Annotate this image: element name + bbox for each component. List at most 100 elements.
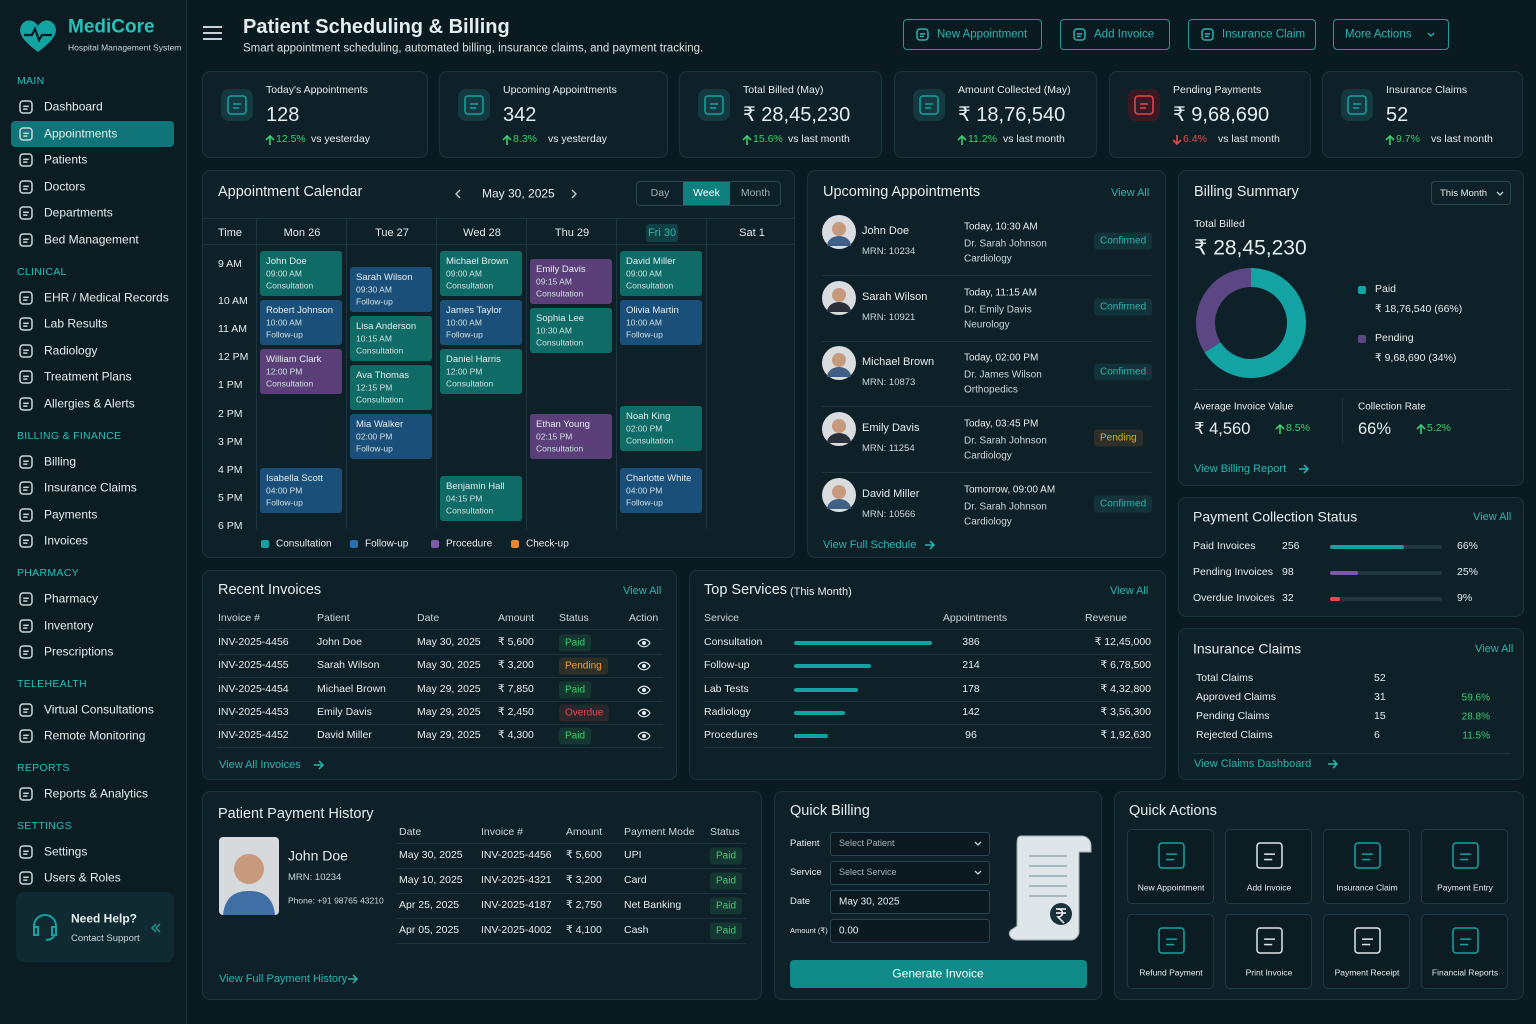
- quick-action-label: Print Invoice: [1245, 967, 1293, 978]
- form-field[interactable]: 0.00: [830, 919, 990, 943]
- period-select[interactable]: This Month: [1431, 181, 1511, 205]
- calendar-event[interactable]: Mia Walker 02:00 PM Follow-up: [350, 413, 432, 459]
- quick-action-tile[interactable]: Refund Payment: [1127, 914, 1214, 989]
- icon-shape: [19, 180, 33, 194]
- nav-item[interactable]: Prescriptions: [44, 644, 114, 659]
- header-button[interactable]: Add Invoice: [1060, 19, 1170, 50]
- nav-item[interactable]: Allergies & Alerts: [44, 396, 135, 411]
- nav-item[interactable]: Departments: [44, 205, 113, 220]
- icon: [19, 618, 33, 633]
- calendar-event[interactable]: William Clark 12:00 PM Consultation: [260, 349, 342, 394]
- table-cell: May 29, 2025: [417, 729, 481, 742]
- avatar-body: [827, 367, 851, 378]
- generate-button[interactable]: Generate Invoice: [790, 960, 1087, 988]
- link[interactable]: View All Invoices: [219, 758, 301, 771]
- quick-action-label: Payment Entry: [1437, 882, 1493, 893]
- link[interactable]: View All: [623, 584, 662, 597]
- calendar-event[interactable]: Ethan Young 02:15 PM Consultation: [530, 413, 612, 459]
- nav-item[interactable]: Settings: [44, 844, 88, 858]
- view-button[interactable]: Day: [637, 182, 683, 205]
- field-value: Select Service: [839, 867, 897, 878]
- calendar-event[interactable]: David Miller 09:00 AM Consultation: [620, 251, 702, 296]
- quick-action-tile[interactable]: Payment Receipt: [1323, 914, 1410, 989]
- event-time: 12:00 PM: [446, 366, 483, 377]
- help-box[interactable]: Need Help? Contact Support: [16, 892, 174, 962]
- link[interactable]: View All: [1475, 642, 1514, 655]
- quick-action-tile[interactable]: Insurance Claim: [1323, 829, 1410, 904]
- icon-shape: [19, 153, 33, 167]
- form-field[interactable]: Select Patient: [830, 832, 990, 856]
- calendar-event[interactable]: Noah King 02:00 PM Consultation: [620, 406, 702, 451]
- quick-action-tile[interactable]: Add Invoice: [1225, 829, 1312, 904]
- nav-item[interactable]: Inventory: [44, 618, 94, 632]
- service-bar: [794, 687, 858, 692]
- calendar-event[interactable]: Olivia Martin 10:00 AM Follow-up: [620, 300, 702, 345]
- link[interactable]: View All: [1111, 186, 1150, 199]
- nav-item[interactable]: EHR / Medical Records: [44, 290, 169, 304]
- form-field[interactable]: May 30, 2025: [830, 890, 990, 914]
- event-time: 04:15 PM: [446, 493, 483, 504]
- nav-item[interactable]: Treatment Plans: [44, 369, 132, 384]
- nav-item[interactable]: Users & Roles: [44, 870, 121, 885]
- view-button[interactable]: Month: [730, 182, 781, 205]
- link[interactable]: View Full Schedule: [823, 538, 917, 551]
- time-label: 2 PM: [218, 407, 243, 420]
- calendar-event[interactable]: Isabella Scott 04:00 PM Follow-up: [260, 468, 342, 513]
- link[interactable]: View All: [1473, 510, 1512, 523]
- quick-action-tile[interactable]: Financial Reports: [1421, 914, 1508, 989]
- quick-action-tile[interactable]: New Appointment: [1127, 829, 1214, 904]
- nav-item[interactable]: Billing: [44, 454, 77, 468]
- stat-change: 12.5%: [276, 133, 306, 146]
- nav-item[interactable]: Patients: [44, 152, 88, 167]
- calendar-event[interactable]: Sophia Lee 10:30 AM Consultation: [530, 307, 612, 353]
- calendar-event[interactable]: Robert Johnson 10:00 AM Follow-up: [260, 300, 342, 345]
- icon-shape: [1201, 28, 1214, 41]
- nav-item[interactable]: Invoices: [44, 533, 89, 548]
- calendar-event[interactable]: James Taylor 10:00 AM Follow-up: [440, 300, 522, 345]
- avatar: [822, 412, 856, 447]
- link[interactable]: View All: [1110, 584, 1149, 597]
- calendar-event[interactable]: Michael Brown 09:00 AM Consultation: [440, 251, 522, 296]
- quick-action-tile[interactable]: Payment Entry: [1421, 829, 1508, 904]
- calendar-event[interactable]: Benjamin Hall 04:15 PM Consultation: [440, 475, 522, 521]
- table-cell: ₹ 4,300: [498, 729, 534, 742]
- nav-item[interactable]: Virtual Consultations: [44, 702, 154, 717]
- quick-action-tile[interactable]: Print Invoice: [1225, 914, 1312, 989]
- table-cell: Emily Davis: [317, 706, 372, 719]
- header-button[interactable]: Insurance Claim: [1188, 19, 1316, 50]
- nav-item[interactable]: Lab Results: [44, 316, 108, 331]
- arrow-icon: [925, 540, 936, 550]
- nav-item[interactable]: Pharmacy: [44, 591, 99, 606]
- calendar-event[interactable]: Ava Thomas 12:15 PM Consultation: [350, 364, 432, 410]
- calendar-event[interactable]: Emily Davis 09:15 AM Consultation: [530, 258, 612, 304]
- calendar-event[interactable]: Lisa Anderson 10:15 AM Consultation: [350, 315, 432, 361]
- nav-item[interactable]: Remote Monitoring: [44, 728, 146, 743]
- row-divider: [822, 275, 1152, 276]
- form-field[interactable]: Select Service: [830, 861, 990, 885]
- calendar-date: May 30, 2025: [482, 186, 555, 201]
- stat-value: 128: [266, 104, 300, 126]
- nav-item[interactable]: Bed Management: [44, 232, 139, 247]
- nav-item[interactable]: Reports & Analytics: [44, 786, 149, 801]
- legend-label: Procedure: [446, 538, 493, 550]
- arrow-icon: [974, 870, 982, 875]
- nav-item[interactable]: Dashboard: [44, 99, 103, 114]
- view-button[interactable]: Week: [683, 182, 730, 205]
- calendar-event[interactable]: Daniel Harris 12:00 PM Consultation: [440, 349, 522, 394]
- calendar-event[interactable]: Charlotte White 04:00 PM Follow-up: [620, 468, 702, 513]
- nav-item[interactable]: Insurance Claims: [44, 480, 137, 495]
- link[interactable]: View Billing Report: [1194, 462, 1287, 475]
- nav-item[interactable]: Appointments: [44, 126, 118, 140]
- link[interactable]: View Full Payment History: [219, 972, 348, 985]
- event-name: Robert Johnson: [266, 304, 334, 316]
- nav-item[interactable]: Payments: [44, 507, 98, 522]
- link[interactable]: View Claims Dashboard: [1194, 757, 1312, 770]
- header-button[interactable]: New Appointment: [903, 19, 1042, 50]
- calendar-event[interactable]: John Doe 09:00 AM Consultation: [260, 251, 342, 296]
- event-name: William Clark: [266, 353, 322, 365]
- calendar-event[interactable]: Sarah Wilson 09:30 AM Follow-up: [350, 266, 432, 312]
- nav-item[interactable]: Doctors: [44, 179, 86, 194]
- header-button[interactable]: More Actions: [1333, 19, 1449, 50]
- nav-item[interactable]: Radiology: [44, 343, 98, 358]
